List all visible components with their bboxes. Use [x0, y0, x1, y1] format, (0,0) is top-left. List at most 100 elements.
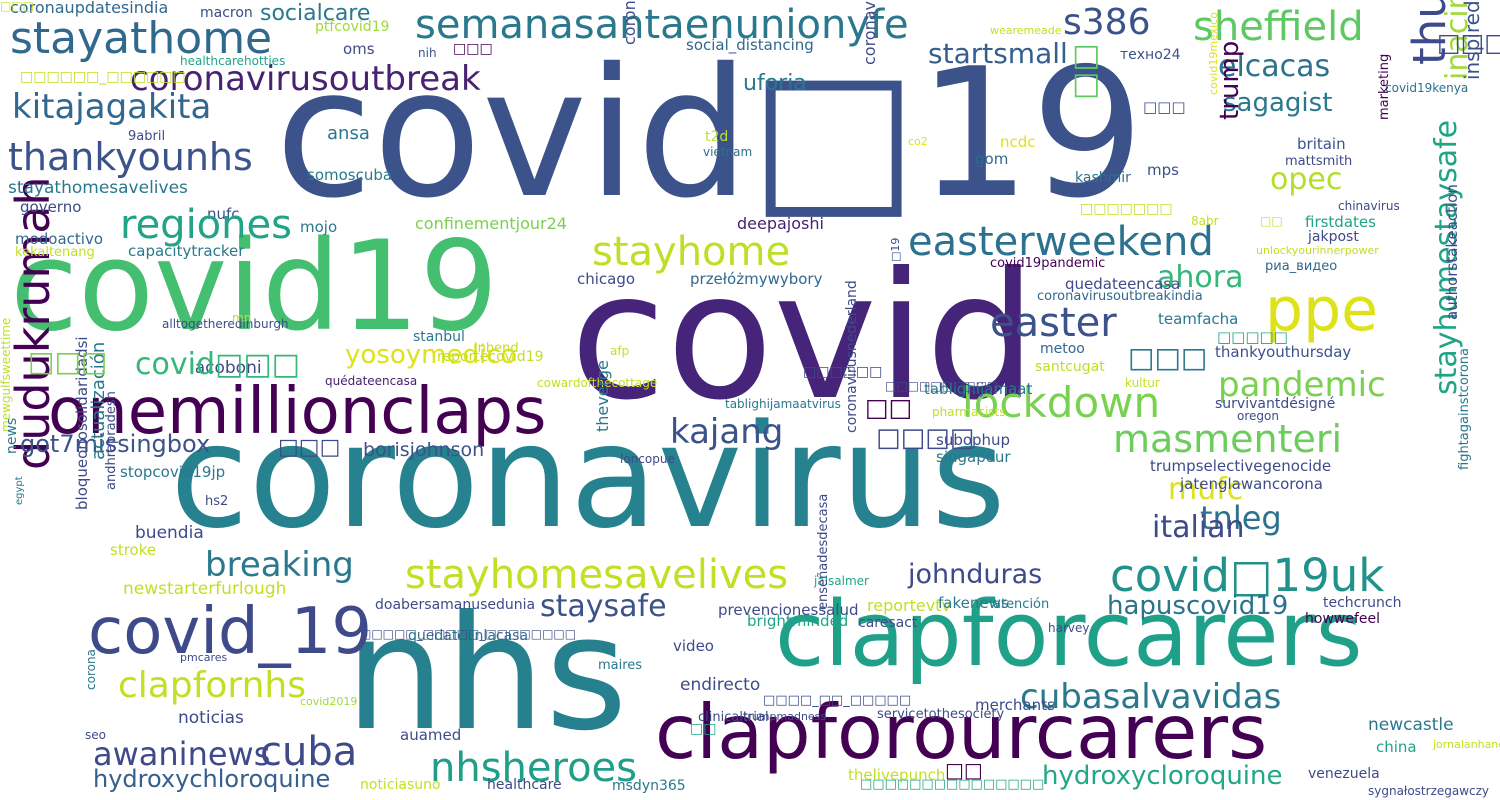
word-cloud-term: clapforourcarers [655, 688, 1268, 776]
word-cloud-term: metoo [1040, 341, 1085, 357]
word-cloud-term: □□□□□□_□□□□□□ [20, 69, 186, 85]
word-cloud-term: hs2 [205, 494, 229, 509]
word-cloud-term: □□□□□□ [1437, 28, 1500, 57]
word-cloud-term: stayathome [10, 13, 273, 64]
word-cloud-term: nih [418, 46, 437, 60]
word-cloud-term: wearemeade [990, 24, 1062, 37]
word-cloud-term: newcastle [1368, 715, 1454, 735]
word-cloud-term: brightminded [747, 612, 849, 630]
word-cloud-term: italian [1152, 510, 1245, 545]
word-cloud-term: □□ [1067, 43, 1102, 100]
word-cloud-term: socialcare [260, 1, 371, 26]
word-cloud-term: mn [232, 311, 252, 325]
word-cloud-term: stanbul [413, 329, 465, 345]
word-cloud-term: coronavirusnederland [844, 280, 860, 433]
word-cloud-term: confinementjour24 [415, 214, 567, 233]
word-cloud-term: buendia [135, 523, 204, 543]
word-cloud-term: deepajoshi [737, 214, 824, 233]
word-cloud-term: kekaltenang [15, 245, 95, 260]
word-cloud-term: □□□ [28, 345, 108, 378]
word-cloud-term: corona [84, 649, 98, 690]
word-cloud-term: ansa [327, 123, 370, 144]
word-cloud-term: singapour [936, 448, 1011, 466]
word-cloud-term: clapfornhs [118, 665, 306, 706]
word-cloud-term: coronavirusecuador [860, 0, 879, 65]
word-cloud-term: egypt [14, 476, 25, 505]
word-cloud-term: ptfcovid19 [315, 19, 390, 35]
word-cloud-term: auamed [400, 726, 462, 744]
word-cloud-term: onemillionclaps [48, 375, 547, 449]
word-cloud-term: elcacas [1218, 49, 1331, 84]
word-cloud-term: sygnałostrzegawczy [1368, 784, 1490, 798]
word-cloud-term: atención [993, 597, 1050, 612]
word-cloud-term: healthcarehotties [180, 54, 286, 68]
word-cloud-term: video [673, 637, 714, 655]
word-cloud-term: firstdates [1305, 213, 1376, 231]
word-cloud-term: tnleg [1200, 499, 1282, 537]
word-cloud-term: coronavirusupdate [620, 0, 639, 45]
word-cloud-term: kajang [670, 412, 784, 452]
word-cloud-term: venezuela [1308, 766, 1380, 782]
word-cloud-term: ahora [1157, 260, 1244, 295]
word-cloud-term: □□□□□□□□□□□□□□□ [860, 777, 1045, 792]
word-cloud-term: noticiasuno [360, 777, 441, 793]
word-cloud-term: endirecto [680, 675, 761, 695]
word-cloud-term: □□ [945, 758, 983, 782]
word-cloud-term: covid□19uk [1110, 549, 1385, 602]
word-cloud-term: mewgulfsweettime [0, 317, 13, 432]
word-cloud-term: stroke [110, 541, 157, 559]
word-cloud-term: coronavirusoutbreak [130, 59, 481, 99]
word-cloud-term: opec [1270, 162, 1343, 197]
word-cloud-term: oregon [1237, 409, 1279, 423]
word-cloud-term: clapforcarers [775, 582, 1363, 687]
word-cloud-term: □□□□□_□□□□□_□□□□□□□□ [360, 627, 577, 641]
word-cloud-term: reportevtv [867, 596, 951, 615]
word-cloud-term: jatenglawancorona [1180, 475, 1323, 493]
word-cloud-term: nhs [345, 582, 628, 766]
word-cloud-term: mps [1147, 161, 1179, 179]
word-cloud-term: hydroxycloroquine [1042, 761, 1283, 791]
word-cloud-term: □□□□□ [1217, 328, 1288, 346]
word-cloud-term: somoscuba [307, 166, 393, 184]
word-cloud-term: maires [598, 658, 643, 673]
word-cloud-term: theverge [593, 360, 612, 432]
word-cloud-term: covid2019 [300, 695, 358, 708]
word-cloud-term: techcrunch [1323, 595, 1402, 611]
word-cloud-term: gom [975, 150, 1009, 168]
word-cloud-term: hydroxychloroquine [93, 765, 331, 793]
word-cloud-term: nufc [207, 205, 240, 223]
word-cloud-term: pandemic [1218, 365, 1386, 405]
word-cloud-term: stayhome [592, 229, 791, 275]
word-cloud-term: covid [570, 236, 1037, 439]
word-cloud-term: covid□19 [275, 30, 1145, 237]
word-cloud-term: harvey [1048, 621, 1090, 635]
word-cloud-term: □□□□□□□□□□ [885, 379, 999, 393]
word-cloud-term: □□□ [278, 435, 341, 460]
word-cloud-term: staysafe [540, 589, 667, 624]
word-cloud-term: □□□□□□ [803, 364, 883, 380]
word-cloud-term: startsmall [928, 37, 1068, 70]
word-cloud-term: thankyounhs [8, 135, 253, 179]
word-cloud-term: jaisalmer [814, 574, 869, 588]
word-cloud-term: kitajagakita [12, 87, 212, 127]
word-cloud-term: stayathomesavelives [8, 178, 188, 198]
word-cloud-term: johnduras [908, 559, 1043, 590]
word-cloud-term: loncopue [620, 452, 675, 466]
word-cloud-term: clinicaltrial [698, 710, 769, 725]
word-cloud-term: semanasantaenunionyfe [415, 2, 909, 48]
word-cloud-term: chinavirus [1338, 199, 1400, 213]
word-cloud-term: риа_видео [1265, 259, 1338, 274]
word-cloud-term: easterweekend [908, 219, 1214, 265]
word-cloud-term: healthcare [487, 777, 562, 793]
word-cloud-term: got7missingbox [20, 430, 211, 458]
word-cloud-term: merchants [975, 696, 1055, 714]
word-cloud-term: thankyouthursday [1215, 343, 1352, 361]
word-cloud-term: □□ [690, 721, 717, 737]
word-cloud-term: sagagist [1223, 88, 1333, 118]
word-cloud-term: fakenews [938, 594, 1009, 612]
word-cloud-term: enseñadesdecasa [816, 493, 831, 610]
word-cloud-term: santcugat [1035, 359, 1105, 375]
word-cloud-term: nhsheroes [430, 745, 637, 791]
word-cloud-term: noticias [178, 708, 244, 728]
